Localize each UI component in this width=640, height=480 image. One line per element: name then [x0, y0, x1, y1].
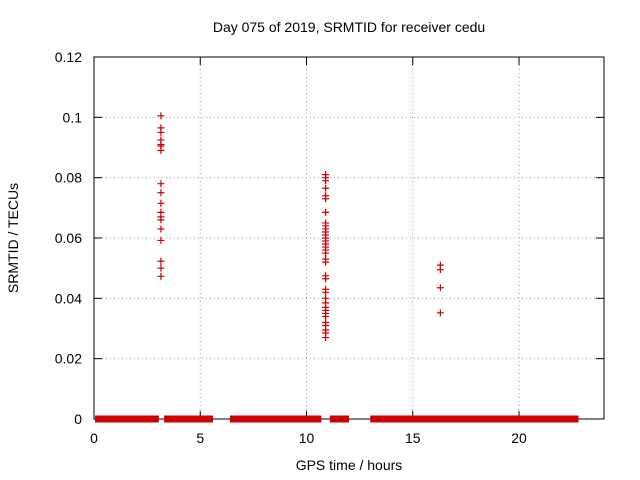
data-point	[157, 112, 165, 120]
y-tick-label: 0	[74, 411, 82, 427]
data-point	[322, 258, 330, 266]
x-tick-label: 20	[511, 430, 527, 446]
data-point	[322, 177, 330, 185]
data-point	[157, 216, 165, 224]
data-point	[157, 189, 165, 197]
chart-title: Day 075 of 2019, SRMTID for receiver ced…	[213, 19, 485, 35]
data-point	[157, 257, 165, 265]
data-point	[157, 147, 165, 155]
data-point	[322, 288, 330, 296]
data-point	[157, 199, 165, 207]
x-axis-label: GPS time / hours	[296, 457, 403, 473]
data-point	[157, 236, 165, 244]
data-point	[157, 272, 165, 280]
y-tick-label: 0.12	[55, 49, 82, 65]
x-tick-label: 5	[196, 430, 204, 446]
data-point	[157, 180, 165, 188]
data-point	[322, 334, 330, 342]
data-point	[157, 225, 165, 233]
data-point	[436, 284, 444, 292]
ticks-layer: 0 0.02 0.04 0.06 0.08 0.1 0.12 0 5 10 15 20	[55, 49, 604, 446]
y-tick-label: 0.06	[55, 230, 82, 246]
x-tick-label: 10	[299, 430, 315, 446]
y-tick-label: 0.1	[63, 109, 83, 125]
data-point	[157, 264, 165, 272]
x-tick-label: 0	[90, 430, 98, 446]
points-layer	[95, 112, 579, 423]
data-point	[322, 312, 330, 320]
data-point	[436, 309, 444, 317]
data-point	[436, 266, 444, 274]
data-point	[322, 184, 330, 192]
data-point	[322, 249, 330, 257]
x-tick-label: 15	[405, 430, 421, 446]
y-axis-label: SRMTID / TECUs	[5, 183, 21, 293]
data-point	[322, 208, 330, 216]
y-tick-label: 0.08	[55, 170, 82, 186]
data-point	[157, 128, 165, 136]
grid-layer	[94, 57, 604, 419]
data-point	[322, 275, 330, 283]
y-tick-label: 0.02	[55, 351, 82, 367]
y-tick-label: 0.04	[55, 290, 82, 306]
data-point	[322, 195, 330, 203]
